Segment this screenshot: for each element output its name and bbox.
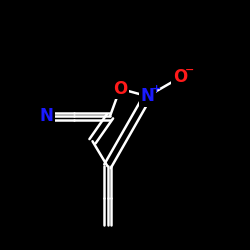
Text: O: O: [113, 80, 127, 98]
Text: −: −: [185, 65, 194, 75]
Text: O: O: [173, 68, 187, 86]
Text: N: N: [39, 107, 53, 125]
Text: +: +: [152, 84, 161, 94]
Text: N: N: [140, 87, 154, 105]
